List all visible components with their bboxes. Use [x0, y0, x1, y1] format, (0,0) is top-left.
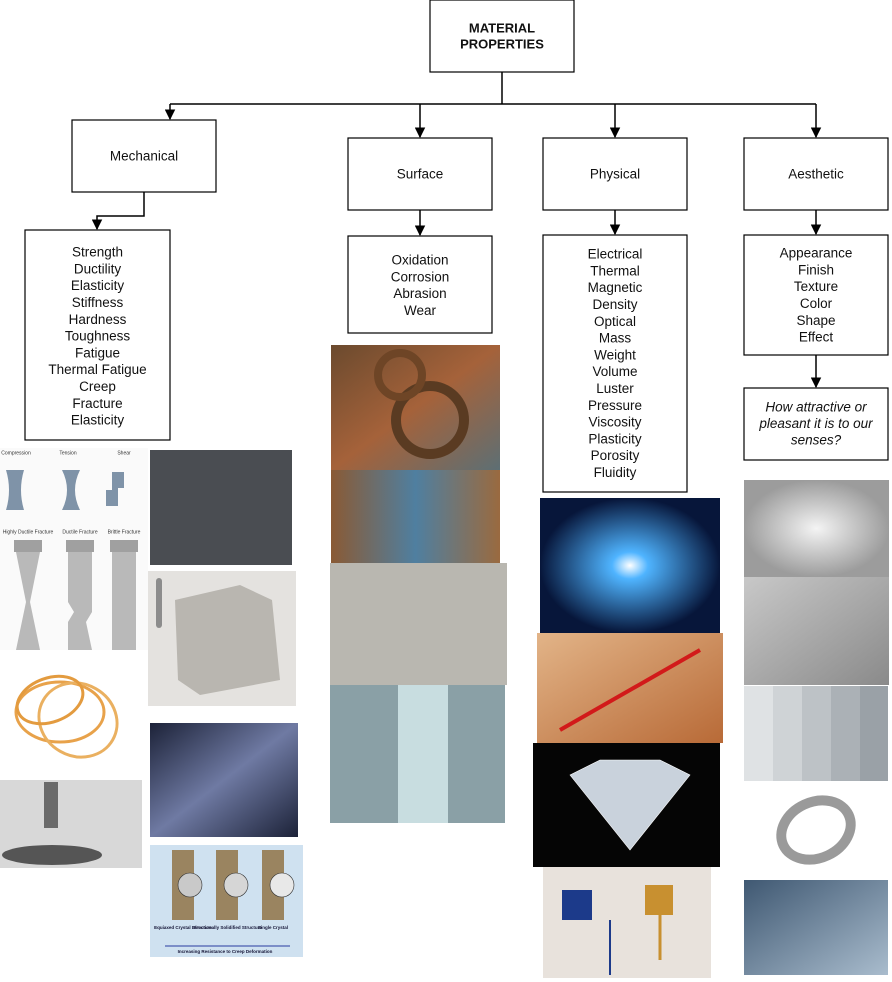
property-item: Porosity: [591, 448, 640, 463]
question-box: [743, 387, 889, 461]
turbine-image: [150, 723, 298, 837]
property-item: Thermal: [590, 263, 640, 278]
tread-plate-image: [744, 577, 889, 685]
property-item: Toughness: [65, 329, 131, 344]
image-caption: Compression: [1, 450, 31, 456]
question-text: senses?: [791, 433, 842, 448]
arrow: [91, 192, 145, 231]
rust-gear-image: [331, 345, 500, 470]
property-item: Corrosion: [391, 269, 450, 284]
fracture-image: [148, 571, 296, 706]
hardness-tester-image: [0, 780, 142, 868]
property-item: Appearance: [780, 246, 853, 261]
electricity-image: [540, 498, 720, 633]
property-item: Finish: [798, 262, 834, 277]
list-box: [743, 234, 889, 356]
fence-image: [744, 880, 888, 975]
creep-image: [150, 845, 303, 957]
thermometer-image: [537, 633, 723, 743]
property-item: Fracture: [72, 396, 122, 411]
property-item: Strength: [72, 245, 123, 260]
property-item: Effect: [799, 330, 834, 345]
image-caption: Brittle Fracture: [108, 529, 141, 535]
property-item: Fatigue: [75, 345, 120, 360]
stress-image: [0, 448, 148, 650]
category-label: Mechanical: [110, 149, 178, 164]
fluids-image: [543, 867, 711, 978]
property-item: Color: [800, 296, 833, 311]
root-box: [429, 0, 575, 73]
property-item: Shape: [796, 313, 835, 328]
property-item: Abrasion: [393, 286, 446, 301]
property-item: Ductility: [74, 261, 122, 276]
property-item: Fluidity: [594, 465, 637, 480]
property-item: Thermal Fatigue: [48, 362, 146, 377]
property-item: Wear: [404, 303, 437, 318]
category-label: Aesthetic: [788, 167, 844, 182]
root-label: PROPERTIES: [460, 36, 544, 51]
image-caption: Ductile Fracture: [62, 529, 98, 535]
property-item: Electrical: [588, 247, 643, 262]
category-box: [542, 137, 688, 211]
image-caption: Increasing Resistance to Creep Deformati…: [178, 949, 273, 954]
image-caption: Directionally Solidified Structure: [192, 925, 262, 930]
abrasion-image: [330, 563, 507, 685]
property-item: Volume: [592, 364, 637, 379]
property-item: Oxidation: [391, 253, 448, 268]
property-item: Elasticity: [71, 278, 125, 293]
color-swatch-image: [744, 686, 888, 781]
list-box: [542, 234, 688, 493]
image-caption: Tension: [59, 450, 76, 456]
pipes-image: [331, 470, 500, 563]
property-item: Luster: [596, 381, 634, 396]
root-label: MATERIAL: [469, 20, 535, 35]
image-caption: Shear: [117, 450, 131, 456]
ring-image: [744, 785, 889, 877]
list-box: [24, 229, 171, 441]
property-item: Density: [592, 297, 637, 312]
property-item: Magnetic: [588, 280, 643, 295]
image-caption: Equiaxed Crystal Structure: [154, 925, 212, 930]
property-item: Hardness: [69, 312, 127, 327]
property-item: Elasticity: [71, 413, 125, 428]
category-box: [347, 137, 493, 211]
property-item: Texture: [794, 279, 838, 294]
property-item: Pressure: [588, 398, 642, 413]
question-text: pleasant it is to our: [758, 416, 873, 431]
question-text: How attractive or: [765, 400, 867, 415]
image-caption: Single Crystal: [258, 925, 288, 930]
image-caption: Highly Ductile Fracture: [3, 529, 54, 535]
brushed-metal-image: [744, 480, 889, 577]
property-item: Plasticity: [588, 431, 642, 446]
list-box: [347, 235, 493, 334]
property-item: Stiffness: [72, 295, 124, 310]
category-label: Surface: [397, 167, 444, 182]
category-label: Physical: [590, 167, 640, 182]
diamond-image: [533, 743, 720, 867]
rubber-band-image: [0, 655, 140, 775]
wear-image: [330, 685, 505, 823]
property-item: Mass: [599, 331, 632, 346]
property-item: Optical: [594, 314, 636, 329]
category-box: [743, 137, 889, 211]
graphene-image: [150, 450, 292, 565]
property-item: Viscosity: [588, 415, 641, 430]
property-item: Weight: [594, 347, 636, 362]
category-box: [71, 119, 217, 193]
property-item: Creep: [79, 379, 116, 394]
